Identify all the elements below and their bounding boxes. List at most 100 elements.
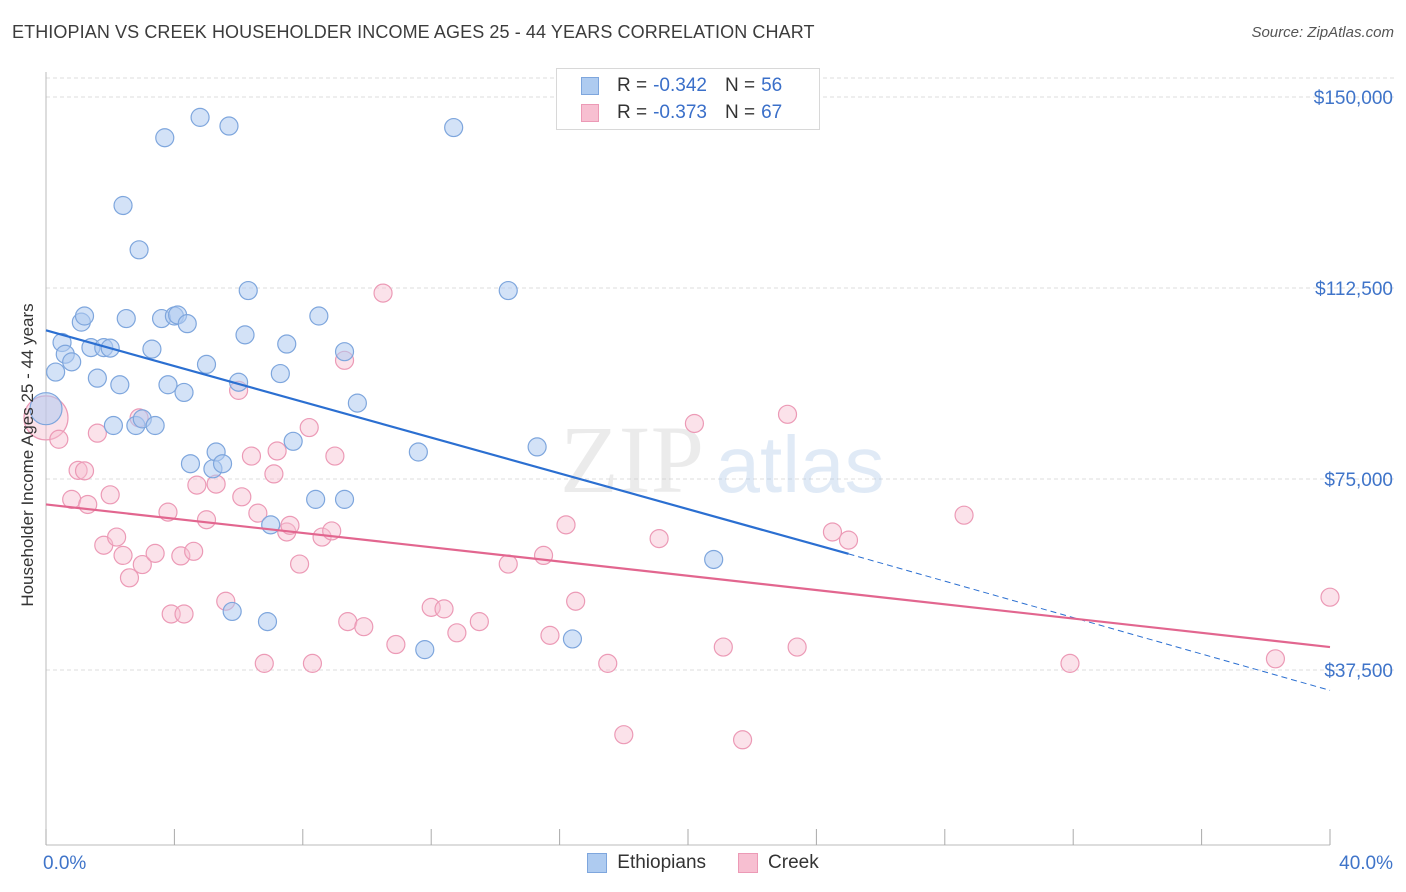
ethiopians-point: [177, 314, 197, 334]
creek-point: [684, 413, 705, 434]
ethiopians-point: [270, 363, 290, 384]
creek-point: [87, 423, 107, 443]
creek-point: [132, 554, 152, 575]
y-axis-label: Householder Income Ages 25 - 44 years: [18, 303, 37, 607]
ethiopians-point: [158, 375, 178, 395]
creek-point: [777, 404, 798, 424]
ethiopians-point: [238, 280, 258, 301]
legend-n-value: 56: [761, 75, 783, 96]
x-tick-label: 0.0%: [43, 853, 86, 874]
watermark-zip: ZIP: [560, 406, 704, 513]
y-tick-label: $37,500: [1324, 661, 1393, 682]
ethiopians-point: [103, 415, 124, 436]
legend-r-value: -0.342: [653, 75, 707, 96]
legend-swatch-creek: [581, 104, 599, 122]
ethiopians-points: [29, 107, 724, 660]
grid-lines: [46, 77, 1396, 671]
creek-point: [566, 591, 586, 611]
creek-point: [280, 515, 300, 535]
bottom-legend: Ethiopians Creek: [0, 852, 1406, 874]
creek-point: [49, 429, 69, 449]
legend: R = -0.342 N = 56 R = -0.373 N = 67: [556, 68, 820, 130]
ethiopians-point: [174, 382, 194, 403]
creek-point: [649, 528, 669, 549]
legend-n-label: N =: [724, 75, 756, 96]
bottom-legend-swatch-creek: [738, 853, 759, 873]
creek-point: [533, 545, 554, 566]
creek-point: [145, 543, 165, 563]
ethiopians-point: [142, 339, 162, 359]
creek-point: [264, 464, 284, 484]
ethiopians-point: [74, 306, 95, 326]
creek-point: [302, 653, 323, 673]
creek-point: [248, 503, 268, 523]
legend-n-value: 67: [761, 102, 783, 123]
legend-row-ethiopians: R = -0.342 N = 56: [581, 74, 782, 98]
ethiopians-point: [334, 342, 355, 362]
ethiopians-point: [334, 489, 355, 509]
ethiopians-point: [309, 306, 329, 326]
creek-point: [1265, 649, 1286, 669]
ethiopians-point: [155, 128, 175, 148]
creek-point: [267, 441, 287, 461]
creek-point: [100, 485, 120, 505]
creek-point: [171, 546, 191, 566]
watermark: ZIP atlas: [560, 406, 884, 513]
ethiopians-point: [306, 489, 326, 509]
ethiopians-point: [190, 107, 210, 127]
y-tick-label: $112,500: [1315, 279, 1393, 300]
x-tick-label: 40.0%: [1339, 853, 1393, 874]
y-tick-labels: $37,500 $75,000 $112,500 $150,000: [1314, 88, 1393, 682]
creek-point: [447, 623, 467, 643]
bottom-legend-creek: Creek: [738, 852, 819, 874]
ethiopians-point: [562, 629, 583, 649]
ethiopians-trend-extension: [848, 553, 1331, 691]
creek-point: [732, 730, 753, 750]
ethiopians-point: [113, 195, 133, 216]
creek-point: [598, 653, 618, 673]
ethiopians-point: [62, 352, 82, 372]
creek-point: [119, 568, 140, 588]
legend-n-label: N =: [724, 102, 756, 123]
creek-point: [113, 545, 133, 566]
creek-point: [614, 725, 634, 745]
legend-r-label: R =: [617, 75, 648, 96]
ethiopians-point: [87, 368, 107, 388]
creek-point: [338, 612, 358, 632]
ethiopians-point: [196, 354, 217, 374]
creek-point: [373, 283, 393, 303]
creek-point: [187, 475, 207, 495]
legend-row-creek: R = -0.373 N = 67: [581, 101, 782, 125]
creek-point: [498, 554, 518, 574]
bottom-legend-ethiopians: Ethiopians: [587, 852, 706, 874]
ethiopians-point: [704, 549, 724, 570]
ethiopians-point: [347, 393, 367, 413]
bottom-legend-label-creek: Creek: [768, 852, 819, 873]
ethiopians-point: [408, 442, 428, 462]
creek-point: [299, 417, 319, 438]
ethiopians-point: [527, 437, 547, 457]
creek-point: [184, 541, 204, 561]
source-label: Source: ZipAtlas.com: [1251, 24, 1394, 41]
creek-point: [838, 530, 859, 550]
creek-point: [434, 599, 454, 619]
ethiopians-point: [116, 308, 136, 329]
creek-point: [232, 487, 252, 507]
ethiopians-point: [46, 362, 66, 382]
creek-point: [540, 625, 560, 645]
ethiopians-point: [283, 431, 303, 451]
ethiopians-point: [29, 392, 63, 426]
creek-point: [386, 634, 406, 655]
creek-point: [289, 554, 310, 574]
trend-lines: [45, 329, 1331, 691]
creek-point: [196, 510, 217, 530]
ethiopians-point: [180, 454, 201, 474]
creek-point: [822, 522, 843, 542]
bottom-legend-label-ethiopians: Ethiopians: [617, 852, 707, 873]
ethiopians-point: [235, 325, 255, 345]
ethiopians-point: [212, 454, 233, 474]
creek-point: [787, 637, 807, 657]
x-tick-labels: 0.0% 40.0%: [43, 853, 1393, 874]
ethiopians-point: [129, 240, 149, 260]
